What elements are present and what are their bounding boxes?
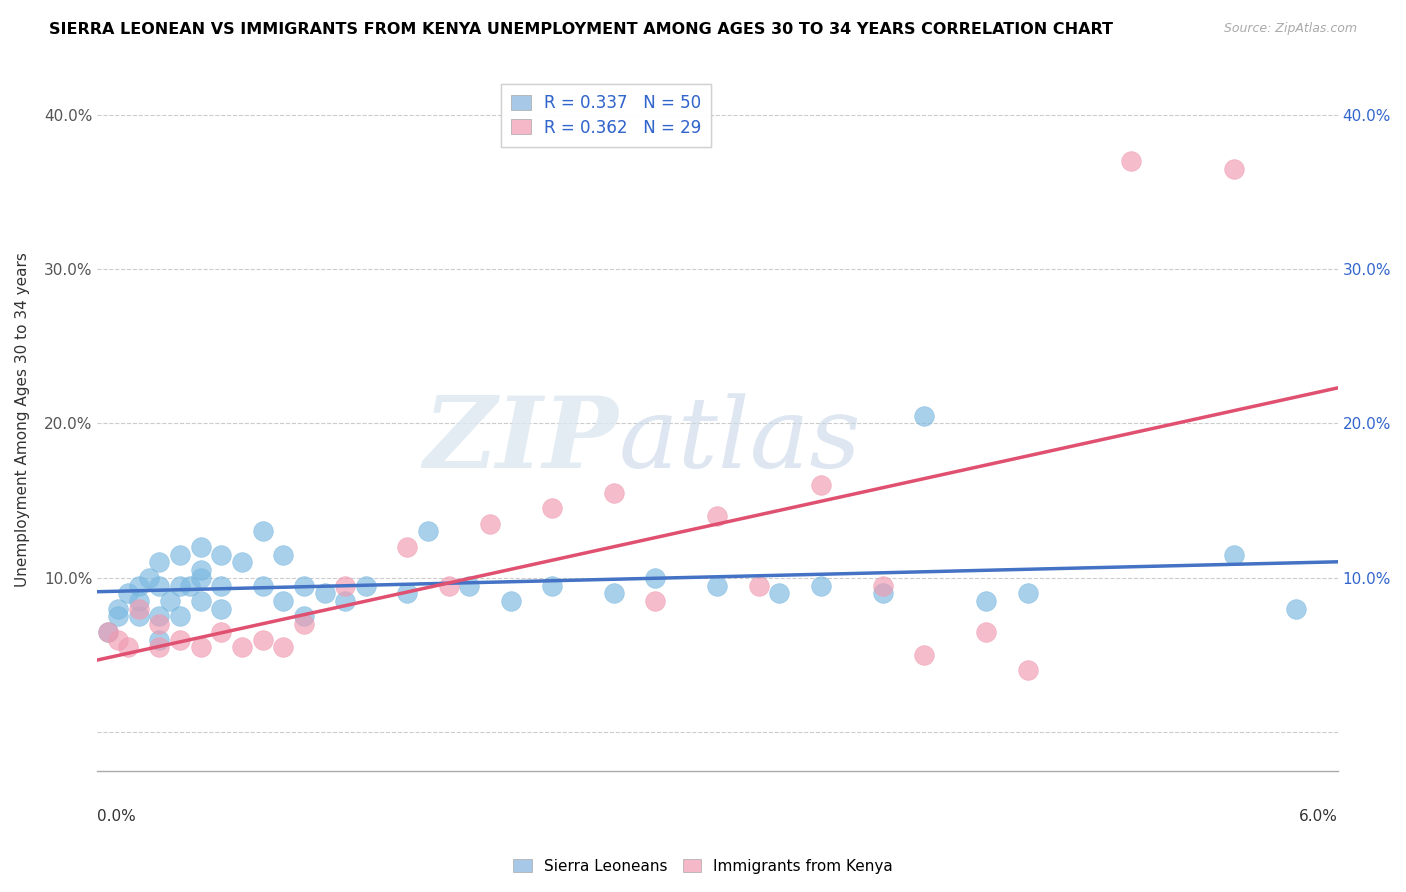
Point [97, 624, 120, 639]
Point [190, 563, 212, 577]
Point [912, 648, 935, 662]
Point [190, 594, 212, 608]
Point [138, 571, 160, 585]
Point [169, 548, 191, 562]
Point [148, 632, 170, 647]
Point [190, 571, 212, 585]
Point [1285, 601, 1308, 615]
Point [644, 571, 666, 585]
Point [271, 594, 294, 608]
Point [231, 640, 253, 655]
Point [190, 540, 212, 554]
Point [128, 601, 150, 615]
Text: 6.0%: 6.0% [1299, 809, 1337, 824]
Point [1119, 154, 1142, 169]
Point [396, 540, 419, 554]
Text: Source: ZipAtlas.com: Source: ZipAtlas.com [1223, 22, 1357, 36]
Point [107, 609, 129, 624]
Point [97, 624, 120, 639]
Point [190, 640, 212, 655]
Point [314, 586, 336, 600]
Point [148, 578, 170, 592]
Point [1223, 161, 1246, 176]
Point [128, 609, 150, 624]
Point [872, 578, 894, 592]
Point [479, 516, 502, 531]
Point [169, 632, 191, 647]
Text: SIERRA LEONEAN VS IMMIGRANTS FROM KENYA UNEMPLOYMENT AMONG AGES 30 TO 34 YEARS C: SIERRA LEONEAN VS IMMIGRANTS FROM KENYA … [49, 22, 1114, 37]
Point [706, 578, 728, 592]
Point [335, 578, 357, 592]
Point [748, 578, 770, 592]
Point [603, 486, 626, 500]
Point [169, 609, 191, 624]
Point [810, 578, 832, 592]
Point [117, 640, 139, 655]
Legend: R = 0.337   N = 50, R = 0.362   N = 29: R = 0.337 N = 50, R = 0.362 N = 29 [501, 84, 711, 146]
Point [706, 509, 728, 524]
Point [541, 501, 564, 516]
Point [159, 594, 181, 608]
Point [974, 624, 997, 639]
Point [396, 586, 419, 600]
Point [209, 624, 232, 639]
Point [107, 632, 129, 647]
Point [209, 601, 232, 615]
Point [872, 586, 894, 600]
Point [117, 586, 139, 600]
Point [128, 594, 150, 608]
Point [541, 578, 564, 592]
Point [209, 548, 232, 562]
Point [354, 578, 377, 592]
Point [1223, 548, 1246, 562]
Point [169, 578, 191, 592]
Point [252, 632, 274, 647]
Point [499, 594, 522, 608]
Text: 0.0%: 0.0% [97, 809, 136, 824]
Point [458, 578, 481, 592]
Point [768, 586, 790, 600]
Point [644, 594, 666, 608]
Y-axis label: Unemployment Among Ages 30 to 34 years: Unemployment Among Ages 30 to 34 years [15, 252, 30, 587]
Point [252, 578, 274, 592]
Point [179, 578, 201, 592]
Point [209, 578, 232, 592]
Point [1017, 586, 1039, 600]
Point [912, 409, 935, 423]
Point [292, 609, 315, 624]
Point [603, 586, 626, 600]
Point [437, 578, 460, 592]
Text: atlas: atlas [619, 393, 860, 488]
Point [148, 617, 170, 632]
Point [416, 524, 439, 539]
Text: ZIP: ZIP [423, 392, 619, 489]
Point [231, 555, 253, 569]
Point [292, 617, 315, 632]
Point [128, 578, 150, 592]
Point [810, 478, 832, 492]
Point [292, 578, 315, 592]
Point [252, 524, 274, 539]
Point [107, 601, 129, 615]
Point [148, 555, 170, 569]
Point [271, 640, 294, 655]
Point [271, 548, 294, 562]
Point [1017, 664, 1039, 678]
Point [148, 640, 170, 655]
Point [974, 594, 997, 608]
Legend: Sierra Leoneans, Immigrants from Kenya: Sierra Leoneans, Immigrants from Kenya [508, 853, 898, 880]
Point [148, 609, 170, 624]
Point [335, 594, 357, 608]
